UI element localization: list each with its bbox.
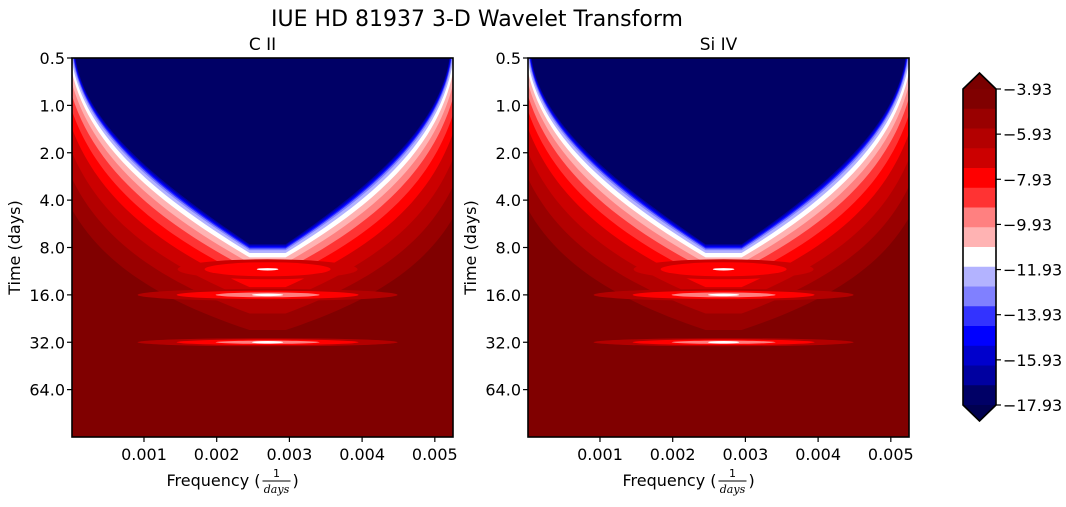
colorbar-segment: [963, 306, 996, 327]
x-tick-label: 0.001: [121, 445, 167, 464]
x-tick-label: 0.005: [412, 445, 458, 464]
colorbar-tick-label: −9.93: [1003, 215, 1052, 234]
y-tick-label: 16.0: [485, 286, 521, 305]
colorbar-segment: [963, 385, 996, 406]
bright-band-core-1: [251, 293, 284, 297]
y-tick-label: 2.0: [40, 144, 65, 163]
x-tick-label: 0.001: [577, 445, 623, 464]
colorbar-segment: [963, 148, 996, 169]
colorbar-tick-label: −11.93: [1003, 261, 1062, 280]
colorbar-segment: [963, 207, 996, 228]
colorbar-extend-max: [963, 73, 996, 89]
y-tick-label: 32.0: [29, 333, 65, 352]
y-tick-label: 4.0: [40, 191, 65, 210]
colorbar-tick-label: −5.93: [1003, 125, 1052, 144]
colorbar-segment: [963, 187, 996, 209]
colorbar-tick-label: −17.93: [1003, 396, 1062, 415]
colorbar-segment: [963, 266, 996, 288]
x-axis-label: Frequency ( 1 days): [623, 467, 755, 496]
x-tick-label: 0.003: [722, 445, 768, 464]
colorbar-segment: [963, 247, 996, 268]
contour-level-15: [75, 58, 450, 245]
x-axis-label-fraction-denominator: days: [720, 483, 746, 496]
y-tick-label: 32.0: [485, 333, 521, 352]
colorbar-segment: [963, 286, 996, 307]
x-axis-label: Frequency ( 1 days): [167, 467, 299, 496]
bright-band-core-1: [707, 293, 740, 297]
panel-cii: C II 0.5 1.0 2.0 4.0 8.0 16.0 32.0 64.0 0.001 0.00…: [5, 35, 458, 496]
y-axis-label: Time (days): [5, 200, 24, 296]
bright-band-core-0: [256, 268, 279, 271]
y-tick-label: 8.0: [40, 239, 65, 258]
x-tick-label: 0.005: [868, 445, 914, 464]
colorbar-tick-label: −13.93: [1003, 306, 1062, 325]
figure-title: IUE HD 81937 3-D Wavelet Transform: [271, 7, 683, 32]
colorbar-tick-label: −3.93: [1003, 80, 1052, 99]
colorbar: −3.93 −5.93 −7.93 −9.93 −11.93 −13.93 −15.93 −1…: [962, 71, 1062, 423]
y-tick-label: 2.0: [496, 144, 521, 163]
x-axis-label-fraction-denominator: days: [264, 483, 290, 496]
colorbar-segment: [963, 89, 996, 110]
x-axis-label-suffix: ): [749, 471, 755, 490]
x-tick-label: 0.004: [339, 445, 385, 464]
colorbar-segment: [963, 108, 996, 130]
colorbar-extend-min: [963, 405, 996, 421]
x-axis-label-fraction-numerator: 1: [273, 467, 280, 480]
x-axis-label-fraction-numerator: 1: [729, 467, 736, 480]
x-axis-label-prefix: Frequency (: [623, 471, 717, 490]
x-tick-label: 0.004: [795, 445, 841, 464]
panel-siiv: Si IV 0.5 1.0 2.0 4.0 8.0 16.0 32.0 64.0 0.001 0.0…: [461, 35, 914, 496]
wavelet-field: [528, 58, 909, 437]
x-tick-label: 0.002: [650, 445, 696, 464]
y-tick-label: 4.0: [496, 191, 521, 210]
bright-band-core-2: [251, 341, 284, 344]
y-tick-label: 8.0: [496, 239, 521, 258]
colorbar-tick-label: −7.93: [1003, 170, 1052, 189]
y-tick-label: 0.5: [40, 49, 65, 68]
y-tick-label: 64.0: [485, 381, 521, 400]
colorbar-segment: [963, 168, 996, 189]
colorbar-segment: [963, 128, 996, 149]
panel-title: C II: [249, 35, 276, 55]
y-tick-label: 1.0: [40, 96, 65, 115]
y-tick-label: 0.5: [496, 49, 521, 68]
colorbar-segment: [963, 227, 996, 248]
x-axis-label-suffix: ): [293, 471, 299, 490]
y-tick-label: 64.0: [29, 381, 65, 400]
colorbar-tick-label: −15.93: [1003, 351, 1062, 370]
contour-level-15: [531, 58, 906, 245]
y-axis-label: Time (days): [461, 200, 480, 296]
colorbar-segment: [963, 345, 996, 367]
x-axis-label-prefix: Frequency (: [167, 471, 261, 490]
y-tick-label: 16.0: [29, 286, 65, 305]
x-tick-label: 0.003: [266, 445, 312, 464]
y-tick-label: 1.0: [496, 96, 521, 115]
bright-band-core-0: [712, 268, 735, 271]
bright-band-core-2: [707, 341, 740, 344]
wavelet-field: [72, 58, 453, 437]
colorbar-segment: [963, 326, 996, 347]
panel-title: Si IV: [700, 35, 738, 55]
x-tick-label: 0.002: [194, 445, 240, 464]
colorbar-segment: [963, 365, 996, 386]
